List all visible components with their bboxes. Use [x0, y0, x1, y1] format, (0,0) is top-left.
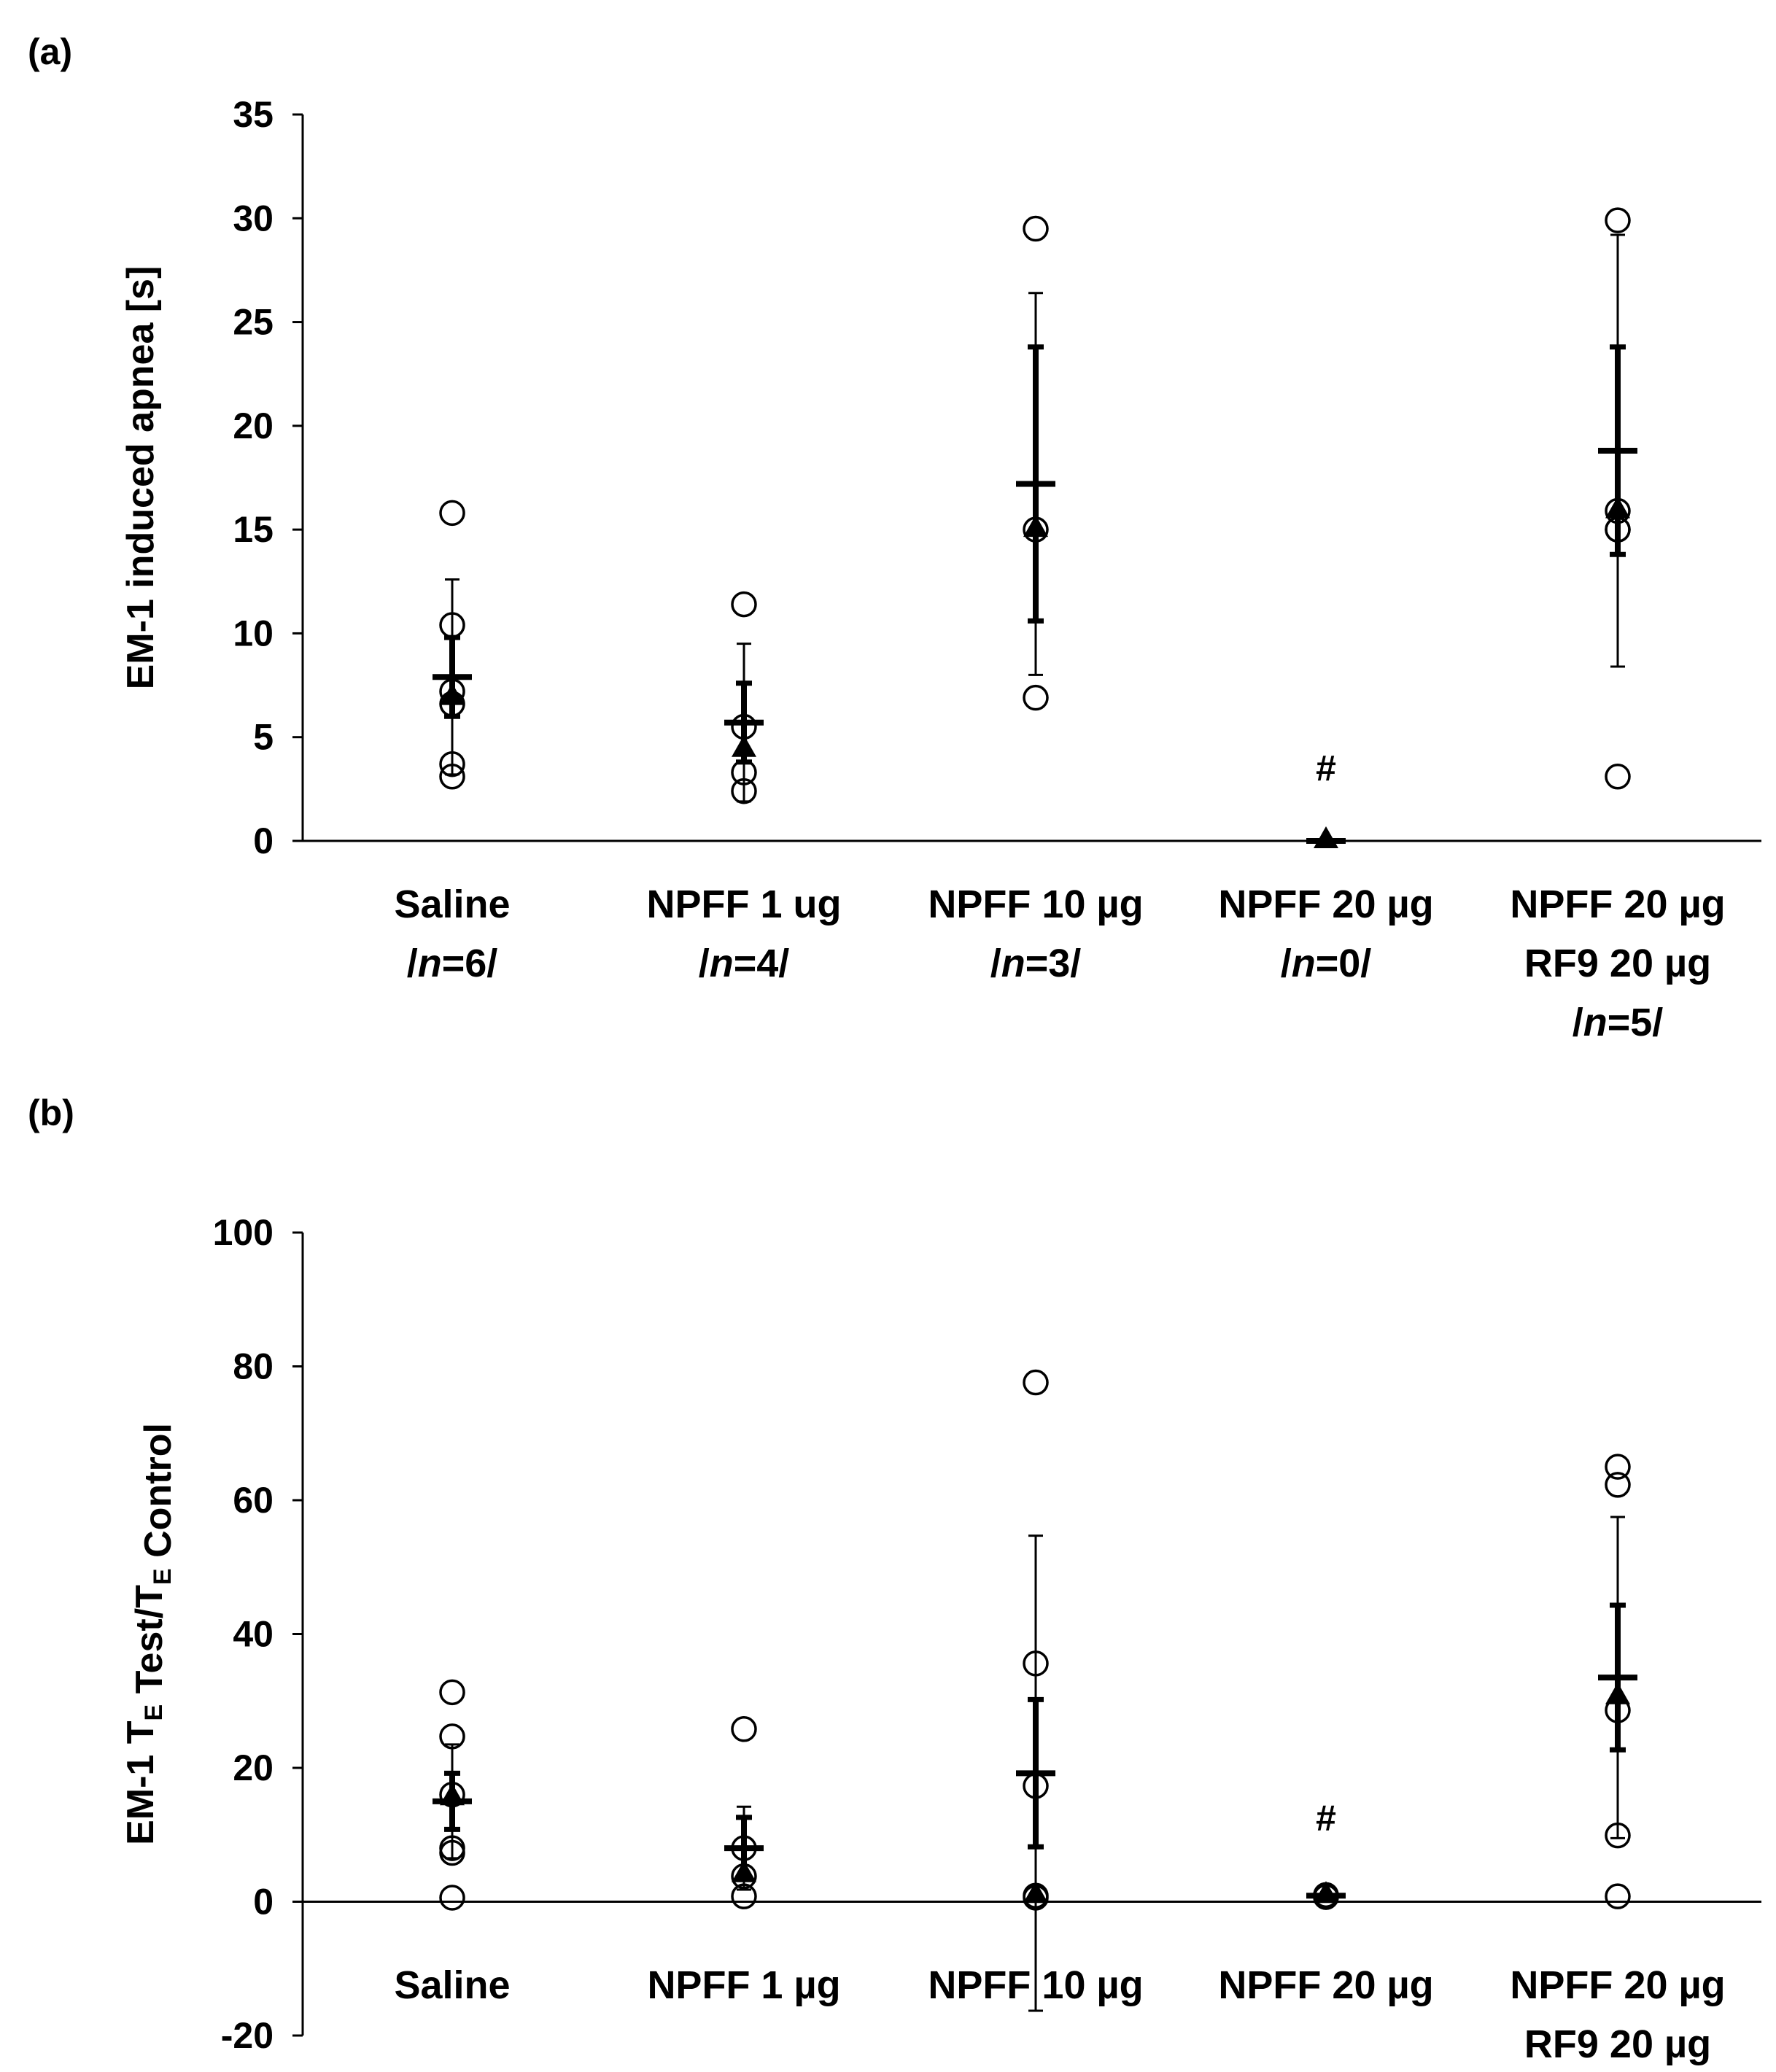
median-marker — [732, 734, 756, 757]
category-label: NPFF 1 µg — [647, 1963, 840, 2007]
category-label: NPFF 20 µg — [1510, 882, 1725, 926]
data-point — [439, 764, 465, 790]
median-marker — [1605, 496, 1630, 519]
data-point — [439, 1723, 465, 1750]
y-tick-label: 10 — [233, 613, 274, 653]
data-point — [439, 1839, 465, 1866]
category-label: /n=5/ — [1573, 1001, 1664, 1044]
data-point — [1605, 1472, 1631, 1498]
category-label: NPFF 20 µg — [1510, 1963, 1725, 2007]
y-tick-label: 30 — [233, 198, 274, 238]
category-group: NPFF 10 µg — [928, 1369, 1144, 2012]
category-label: RF9 20 µg — [1524, 942, 1711, 985]
data-point — [1023, 1369, 1049, 1396]
y-tick-label: 80 — [233, 1346, 274, 1387]
y-axis-title: EM-1 induced apnea [s] — [120, 266, 162, 690]
median-marker — [1314, 1881, 1338, 1904]
category-label: RF9 20 µg — [1524, 2022, 1711, 2066]
category-label: NPFF 1 ug — [647, 882, 842, 926]
panel-label: (a) — [28, 31, 72, 72]
data-point — [1605, 764, 1631, 790]
y-tick-label: 40 — [233, 1614, 274, 1655]
median-marker — [1314, 826, 1338, 848]
category-label: Saline — [394, 882, 510, 926]
data-point — [439, 1781, 465, 1808]
category-label: /n=4/ — [699, 942, 790, 985]
category-label: NPFF 10 µg — [928, 882, 1143, 926]
data-point — [439, 500, 465, 527]
category-group: NPFF 20 µg RF9 20 µg — [1510, 1454, 1726, 2066]
median-marker — [440, 683, 465, 705]
median-marker — [1023, 515, 1048, 538]
data-point — [439, 612, 465, 638]
panel-a-chart: (a) 0 5 10 15 20 25 30 35 EM-1 induced apnea [s] S… — [28, 31, 1761, 1044]
category-group: NPFF 1 µg — [647, 1716, 841, 2007]
y-tick-label: 25 — [233, 302, 274, 343]
category-label: /n=3/ — [990, 942, 1082, 985]
y-tick-label: 100 — [213, 1212, 274, 1253]
panel-label: (b) — [28, 1093, 74, 1133]
y-axis-title: EM-1 TE Test/TE Control — [120, 1423, 179, 1845]
category-label: NPFF 20 µg — [1218, 1963, 1433, 2007]
category-group: NPFF 20 µg/n=0/ — [1218, 826, 1434, 985]
median-marker — [1023, 1881, 1048, 1904]
data-point — [439, 1885, 465, 1911]
data-point — [731, 777, 757, 804]
y-tick-label: 20 — [233, 1747, 274, 1788]
data-point — [1023, 215, 1049, 242]
median-marker — [732, 1860, 756, 1882]
data-point — [731, 1716, 757, 1742]
y-tick-label: 0 — [253, 820, 274, 861]
y-tick-label: 35 — [233, 94, 274, 135]
data-point — [731, 759, 757, 785]
data-point — [1605, 1454, 1631, 1480]
y-tick-label: 5 — [253, 717, 274, 758]
category-label: /n=0/ — [1281, 942, 1372, 985]
category-label: NPFF 20 µg — [1218, 882, 1433, 926]
category-group: NPFF 20 µg — [1218, 1881, 1434, 2007]
panel-b-chart: (b) -20 0 20 40 60 80 100 EM-1 TE Test/TE Contro… — [28, 1093, 1761, 2066]
category-group: NPFF 1 ug/n=4/ — [647, 591, 842, 985]
y-tick-label: 15 — [233, 509, 274, 550]
y-tick-label: 20 — [233, 406, 274, 446]
data-point — [1023, 684, 1049, 711]
category-group: NPFF 10 µg/n=3/ — [928, 215, 1144, 985]
significance-marker: # — [1316, 748, 1336, 788]
category-group: Saline/n=6/ — [394, 500, 511, 985]
category-label: /n=6/ — [407, 942, 498, 985]
category-group: Saline — [394, 1679, 511, 2007]
data-point — [439, 1679, 465, 1706]
data-point — [731, 591, 757, 618]
median-marker — [1605, 1682, 1630, 1704]
data-point — [1023, 1650, 1049, 1677]
data-point — [1605, 207, 1631, 233]
data-point — [731, 1883, 757, 1909]
y-tick-label: 0 — [253, 1882, 274, 1922]
significance-marker: # — [1316, 1798, 1336, 1839]
y-tick-label: -20 — [221, 2015, 274, 2056]
y-tick-label: 60 — [233, 1480, 274, 1521]
data-point — [1605, 1883, 1631, 1909]
category-group: NPFF 20 µg RF9 20 µg/n=5/ — [1510, 207, 1726, 1044]
data-point — [1605, 1822, 1631, 1849]
median-marker — [440, 1783, 465, 1806]
category-label: Saline — [394, 1963, 510, 2007]
data-point — [439, 750, 465, 777]
